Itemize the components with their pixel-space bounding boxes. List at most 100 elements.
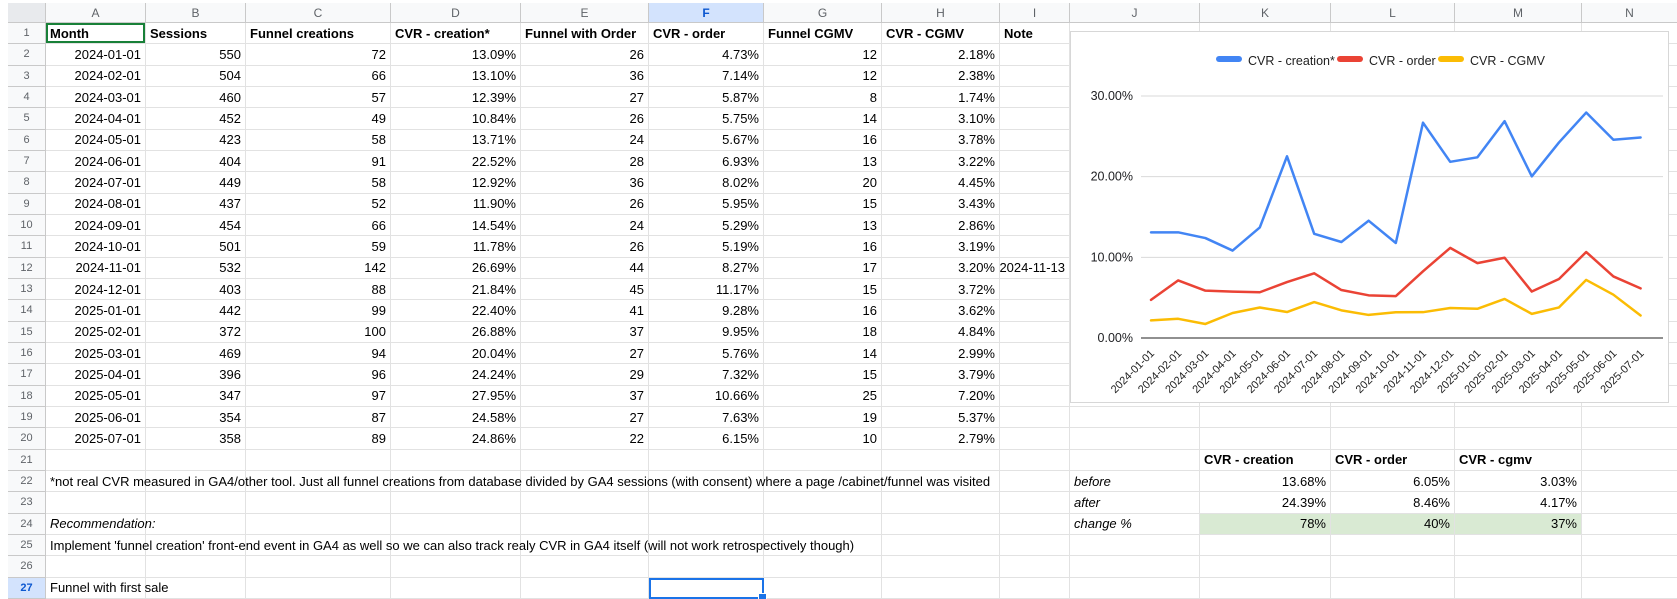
column-header-I[interactable]: I (1000, 3, 1070, 23)
cell-E25[interactable] (521, 534, 649, 557)
cell-L19[interactable] (1331, 406, 1455, 429)
cell-I17[interactable] (1000, 364, 1070, 386)
cell-I22[interactable] (1000, 470, 1070, 493)
cell-C9[interactable]: 52 (246, 193, 391, 215)
cell-F24[interactable] (649, 513, 764, 535)
cell-C25[interactable] (246, 534, 391, 557)
cell-H2[interactable]: 2.18% (882, 44, 1000, 66)
cell-C5[interactable]: 49 (246, 108, 391, 130)
cell-C12[interactable]: 142 (246, 257, 391, 279)
cell-E12[interactable]: 44 (521, 257, 649, 279)
cell-E13[interactable]: 45 (521, 278, 649, 301)
cell-H1[interactable]: CVR - CGMV (882, 23, 1000, 45)
cell-M20[interactable] (1455, 428, 1582, 450)
cell-A17[interactable]: 2025-04-01 (46, 364, 146, 386)
cell-I25[interactable] (1000, 534, 1070, 557)
cell-C17[interactable]: 96 (246, 364, 391, 386)
cell-H8[interactable]: 4.45% (882, 172, 1000, 194)
cell-B6[interactable]: 423 (146, 129, 246, 151)
cell-D25[interactable] (391, 534, 521, 557)
cell-I24[interactable] (1000, 513, 1070, 535)
cell-G6[interactable]: 16 (764, 129, 882, 151)
cell-G13[interactable]: 15 (764, 278, 882, 301)
cell-B17[interactable]: 396 (146, 364, 246, 386)
row-header-1[interactable]: 1 (8, 23, 46, 45)
cell-E26[interactable] (521, 556, 649, 578)
cell-I9[interactable] (1000, 193, 1070, 215)
cell-F2[interactable]: 4.73% (649, 44, 764, 66)
cell-F22[interactable] (649, 470, 764, 493)
cell-B3[interactable]: 504 (146, 65, 246, 87)
cell-M21[interactable]: CVR - cgmv (1455, 449, 1582, 471)
cell-H7[interactable]: 3.22% (882, 150, 1000, 173)
column-header-M[interactable]: M (1455, 3, 1582, 23)
column-header-G[interactable]: G (764, 3, 882, 23)
cell-I13[interactable] (1000, 278, 1070, 301)
cell-D12[interactable]: 26.69% (391, 257, 521, 279)
column-header-N[interactable]: N (1582, 3, 1677, 23)
cell-D21[interactable] (391, 449, 521, 471)
cell-D24[interactable] (391, 513, 521, 535)
cell-E4[interactable]: 27 (521, 86, 649, 109)
row-header-16[interactable]: 16 (8, 342, 46, 365)
cell-G9[interactable]: 15 (764, 193, 882, 215)
cell-H26[interactable] (882, 556, 1000, 578)
cell-D6[interactable]: 13.71% (391, 129, 521, 151)
row-header-24[interactable]: 24 (8, 513, 46, 535)
cell-A10[interactable]: 2024-09-01 (46, 214, 146, 237)
cell-F16[interactable]: 5.76% (649, 342, 764, 365)
row-header-22[interactable]: 22 (8, 470, 46, 493)
cell-I20[interactable] (1000, 428, 1070, 450)
cell-I5[interactable] (1000, 108, 1070, 130)
cell-C24[interactable] (246, 513, 391, 535)
embedded-chart[interactable]: 0.00% 10.00% 20.00% 30.00% 2024-01-01 2024-02… (1070, 31, 1669, 403)
cell-G25[interactable] (764, 534, 882, 557)
cell-F10[interactable]: 5.29% (649, 214, 764, 237)
column-header-D[interactable]: D (391, 3, 521, 23)
cell-H10[interactable]: 2.86% (882, 214, 1000, 237)
cell-H21[interactable] (882, 449, 1000, 471)
cell-G21[interactable] (764, 449, 882, 471)
cell-A22[interactable]: *not real CVR measured in GA4/other tool… (46, 470, 990, 493)
cell-B13[interactable]: 403 (146, 278, 246, 301)
cell-A26[interactable] (46, 556, 146, 578)
cell-I4[interactable] (1000, 86, 1070, 109)
cell-D26[interactable] (391, 556, 521, 578)
cell-A4[interactable]: 2024-03-01 (46, 86, 146, 109)
cell-N20[interactable] (1582, 428, 1677, 450)
cell-A2[interactable]: 2024-01-01 (46, 44, 146, 66)
cell-H12[interactable]: 3.20% (882, 257, 1000, 279)
cell-G14[interactable]: 16 (764, 300, 882, 322)
cell-B25[interactable] (146, 534, 246, 557)
cell-F26[interactable] (649, 556, 764, 578)
cell-B5[interactable]: 452 (146, 108, 246, 130)
row-header-14[interactable]: 14 (8, 300, 46, 322)
cell-B12[interactable]: 532 (146, 257, 246, 279)
cell-D18[interactable]: 27.95% (391, 385, 521, 407)
cell-D8[interactable]: 12.92% (391, 172, 521, 194)
cell-K23[interactable]: 24.39% (1200, 492, 1331, 514)
cell-I11[interactable] (1000, 236, 1070, 258)
cell-F20[interactable]: 6.15% (649, 428, 764, 450)
row-header-4[interactable]: 4 (8, 86, 46, 109)
cell-I8[interactable] (1000, 172, 1070, 194)
cell-H16[interactable]: 2.99% (882, 342, 1000, 365)
cell-H15[interactable]: 4.84% (882, 321, 1000, 343)
cell-J23[interactable]: after (1070, 492, 1200, 514)
column-header-H[interactable]: H (882, 3, 1000, 23)
cell-B21[interactable] (146, 449, 246, 471)
cell-N26[interactable] (1582, 556, 1677, 578)
cell-A15[interactable]: 2025-02-01 (46, 321, 146, 343)
cell-G17[interactable]: 15 (764, 364, 882, 386)
cell-G10[interactable]: 13 (764, 214, 882, 237)
cell-E15[interactable]: 37 (521, 321, 649, 343)
cell-I10[interactable] (1000, 214, 1070, 237)
row-header-20[interactable]: 20 (8, 428, 46, 450)
column-header-J[interactable]: J (1070, 3, 1200, 23)
cell-B8[interactable]: 449 (146, 172, 246, 194)
cell-E24[interactable] (521, 513, 649, 535)
cell-D19[interactable]: 24.58% (391, 406, 521, 429)
column-header-B[interactable]: B (146, 3, 246, 23)
cell-E22[interactable] (521, 470, 649, 493)
cell-I26[interactable] (1000, 556, 1070, 578)
